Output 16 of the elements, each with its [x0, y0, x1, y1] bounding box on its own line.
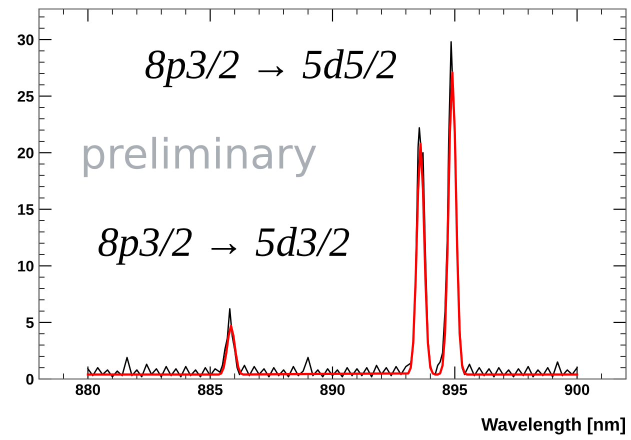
x-axis-title: Wavelength [nm]: [481, 418, 625, 434]
annotation: 8p3/2 → 5d3/2: [98, 226, 350, 265]
annotation: preliminary: [84, 136, 316, 178]
y-tick-label: 0: [26, 374, 34, 385]
y-tick-label: 10: [18, 260, 34, 272]
annotation: 8p3/2 → 5d5/2: [146, 49, 396, 88]
x-tick-label: 890: [320, 384, 345, 396]
x-tick-label: 880: [76, 384, 100, 396]
y-tick-label: 20: [18, 148, 34, 158]
y-tick-label: 30: [18, 34, 34, 46]
x-tick-label: 900: [564, 384, 590, 396]
x-tick-label: 895: [442, 384, 468, 396]
x-tick-label: 885: [198, 384, 223, 396]
y-tick-label: 5: [26, 317, 34, 328]
y-tick-label: 25: [18, 90, 34, 102]
y-tick-label: 15: [18, 204, 34, 215]
